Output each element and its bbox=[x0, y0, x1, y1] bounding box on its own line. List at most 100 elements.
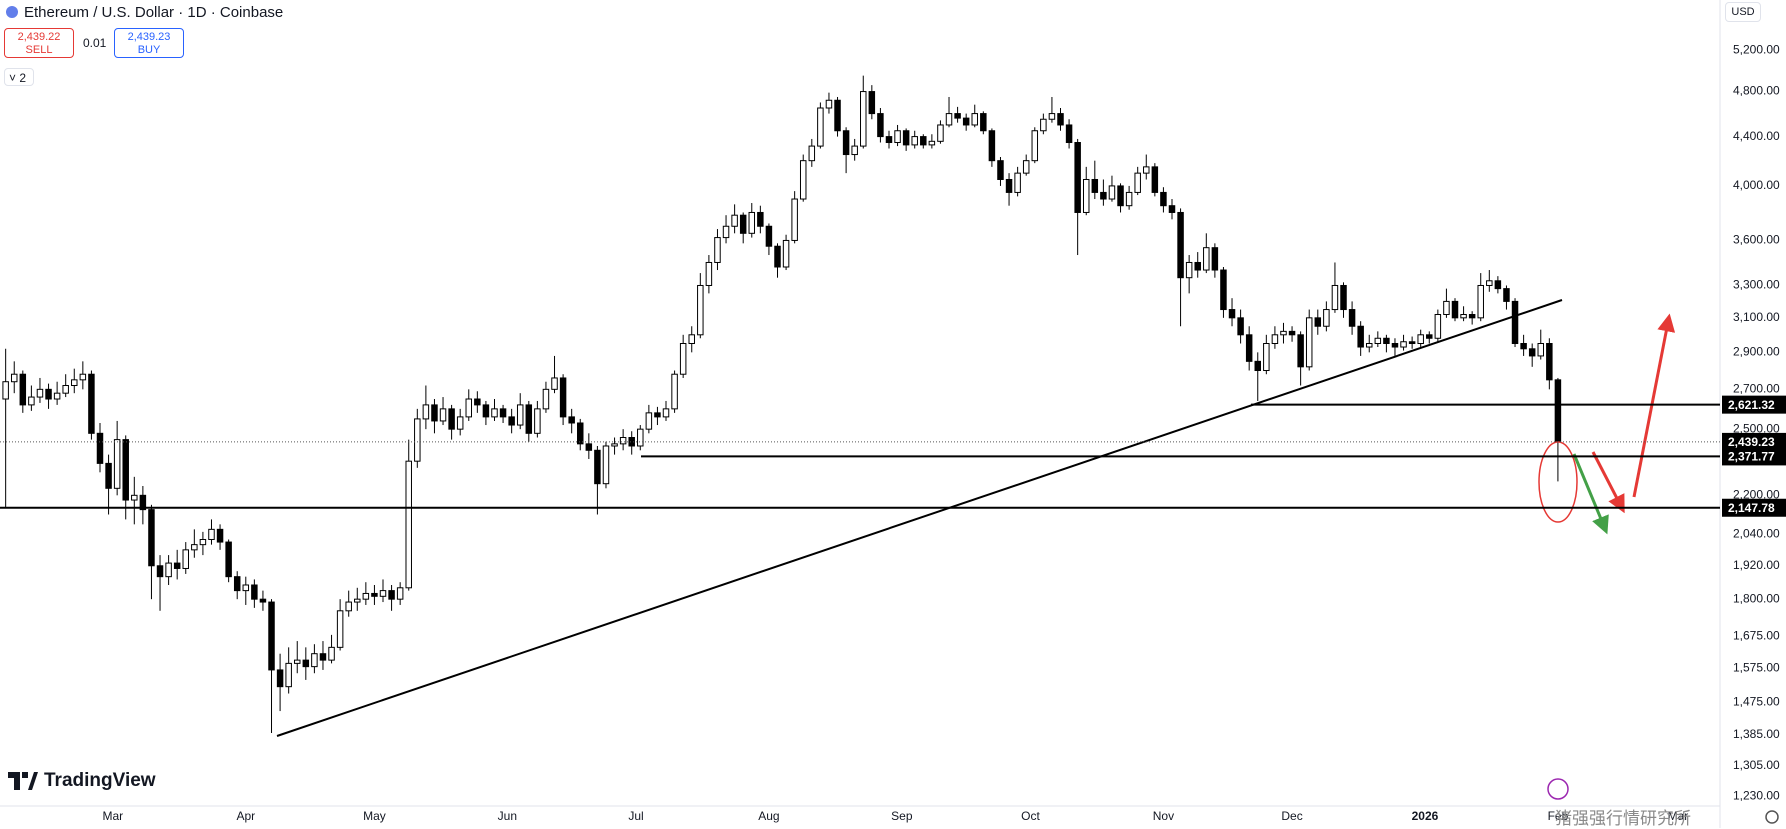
candle-body bbox=[28, 396, 35, 406]
candle-body bbox=[1280, 330, 1287, 336]
price-label-box bbox=[1722, 447, 1786, 466]
y-tick-label: 1,675.00 bbox=[1733, 629, 1780, 643]
candles bbox=[2, 75, 1562, 733]
x-tick-label: May bbox=[363, 809, 386, 823]
y-tick-label: 2,700.00 bbox=[1733, 382, 1780, 396]
sell-label: SELL bbox=[25, 44, 53, 56]
candle-body bbox=[1511, 300, 1519, 345]
candle-body bbox=[1125, 191, 1133, 207]
sell-button[interactable]: 2,439.22 SELL bbox=[4, 28, 74, 58]
candle-body bbox=[945, 113, 953, 126]
y-tick-label: 1,305.00 bbox=[1733, 758, 1780, 772]
candle-body bbox=[474, 398, 481, 406]
candle-body bbox=[997, 160, 1004, 180]
candle-body bbox=[1340, 284, 1347, 311]
candle-body bbox=[1263, 343, 1270, 372]
candle-body bbox=[1194, 261, 1201, 271]
axes: 5,200.00 4,800.00 4,400.00 4,000.00 3,600.00… bbox=[0, 42, 1786, 823]
candle-body bbox=[971, 113, 978, 126]
candle-body bbox=[1271, 334, 1279, 345]
sell-price: 2,439.22 bbox=[17, 31, 61, 43]
candle-body bbox=[388, 590, 395, 600]
x-tick-label: Jul bbox=[628, 809, 643, 823]
candle-body bbox=[293, 659, 301, 664]
indicators-toggle[interactable]: ˅ 2 bbox=[4, 68, 34, 86]
candle-body bbox=[731, 214, 738, 227]
candle-body bbox=[928, 140, 936, 146]
candle-body bbox=[516, 404, 524, 426]
x-tick-label: Sep bbox=[891, 809, 913, 823]
x-tick-label: Aug bbox=[758, 809, 779, 823]
settings-icon[interactable] bbox=[1765, 810, 1779, 824]
price-label-box bbox=[1722, 498, 1786, 517]
candle-body bbox=[1554, 379, 1562, 443]
candle-body bbox=[105, 462, 112, 489]
currency-button[interactable]: USD bbox=[1725, 2, 1761, 22]
y-tick-label: 3,100.00 bbox=[1733, 310, 1780, 324]
candle-body bbox=[1143, 166, 1150, 174]
candle-body bbox=[88, 373, 95, 434]
trendline bbox=[276, 299, 1563, 737]
candle-body bbox=[1211, 247, 1219, 271]
candle-body bbox=[782, 239, 790, 268]
candle-body bbox=[885, 136, 893, 144]
buy-price: 2,439.23 bbox=[127, 31, 171, 43]
candle-body bbox=[602, 445, 610, 485]
candle-body bbox=[405, 460, 412, 589]
candle-body bbox=[542, 388, 550, 410]
candle-body bbox=[165, 562, 172, 578]
candle-body bbox=[1503, 288, 1510, 302]
candle-body bbox=[1014, 172, 1021, 193]
candle-body bbox=[1468, 314, 1476, 319]
candle-body bbox=[1417, 334, 1424, 345]
candle-body bbox=[525, 404, 533, 434]
candle-body bbox=[19, 373, 27, 406]
candle-body bbox=[139, 494, 147, 511]
candle-body bbox=[937, 124, 944, 142]
candle-body bbox=[679, 343, 687, 375]
y-tick-label: 1,575.00 bbox=[1733, 660, 1780, 674]
x-tick-label: Mar bbox=[1668, 809, 1689, 823]
candle-body bbox=[431, 404, 438, 422]
candle-body bbox=[79, 373, 87, 381]
candle-body bbox=[1408, 341, 1416, 345]
candle-body bbox=[225, 541, 232, 578]
candle-body bbox=[251, 584, 258, 600]
candle-body bbox=[1288, 330, 1296, 336]
candle-body bbox=[559, 377, 567, 418]
candle-body bbox=[148, 509, 155, 567]
candle-body bbox=[1040, 118, 1047, 132]
candle-body bbox=[1177, 211, 1184, 279]
candle-body bbox=[1220, 269, 1227, 311]
candle-body bbox=[1005, 178, 1013, 193]
y-tick-label: 4,000.00 bbox=[1733, 178, 1780, 192]
y-tick-label: 2,500.00 bbox=[1733, 421, 1780, 435]
y-tick-label: 1,800.00 bbox=[1733, 591, 1780, 605]
candle-body bbox=[1134, 172, 1141, 193]
candle-body bbox=[1348, 309, 1356, 327]
candle-body bbox=[765, 225, 773, 247]
candle-body bbox=[199, 538, 207, 546]
candle-body bbox=[233, 576, 241, 592]
candle-body bbox=[1443, 300, 1450, 316]
candle-body bbox=[53, 392, 61, 400]
y-tick-label: 4,400.00 bbox=[1733, 129, 1780, 143]
x-tick-label: Jun bbox=[498, 809, 517, 823]
candle-body bbox=[465, 398, 473, 418]
candle-body bbox=[371, 592, 378, 597]
candle-body bbox=[45, 388, 52, 400]
candle-body bbox=[739, 214, 747, 234]
candle-body bbox=[131, 494, 138, 501]
alert-icon[interactable] bbox=[1547, 778, 1569, 800]
candle-body bbox=[954, 113, 961, 119]
arrow-down-red bbox=[1591, 451, 1625, 514]
candle-body bbox=[988, 130, 996, 162]
candle-body bbox=[851, 145, 858, 156]
candle-body bbox=[1391, 343, 1399, 348]
candle-body bbox=[354, 598, 361, 603]
y-tick-label: 3,300.00 bbox=[1733, 278, 1780, 292]
buy-button[interactable]: 2,439.23 BUY bbox=[114, 28, 184, 58]
candle-body bbox=[1074, 142, 1081, 213]
candle-body bbox=[328, 646, 335, 661]
candle-body bbox=[534, 408, 541, 434]
